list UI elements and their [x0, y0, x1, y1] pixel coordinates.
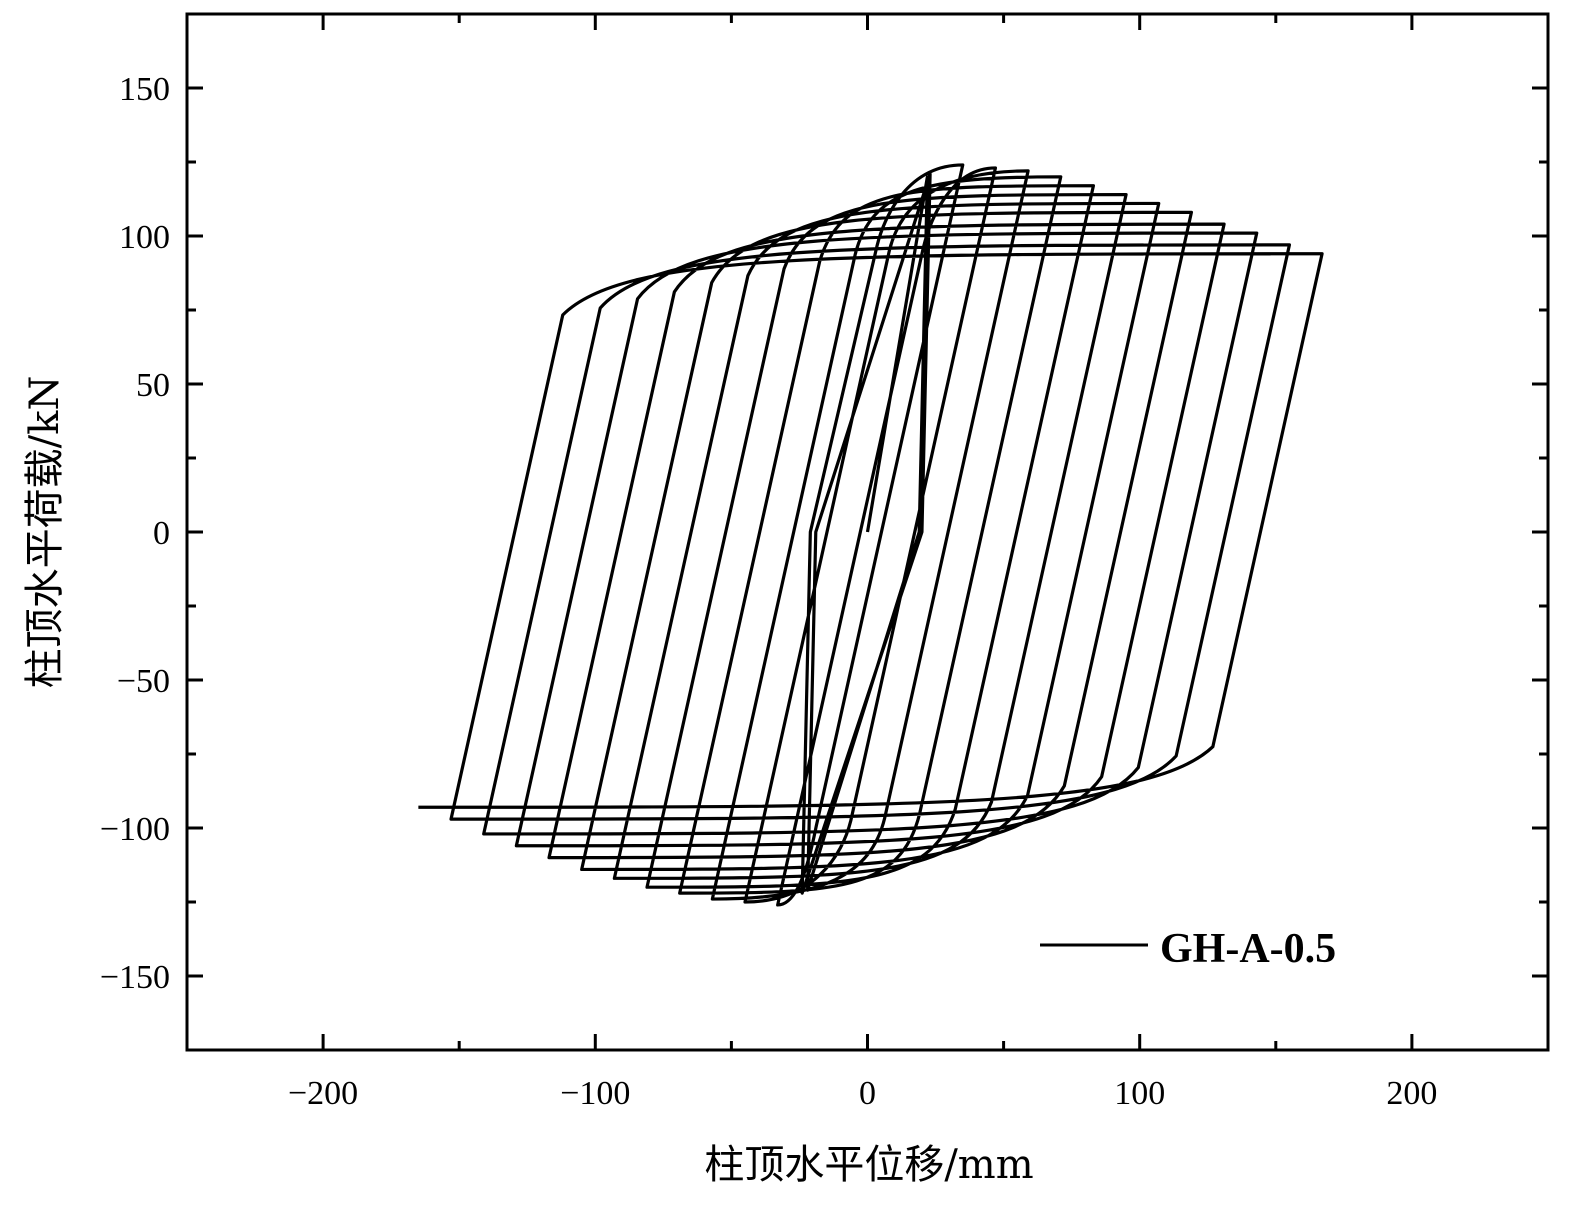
x-tick-labels: −200 −100 0 100 200 — [288, 1075, 1437, 1112]
x-tick-label: 0 — [859, 1075, 876, 1112]
y-tick-label: 100 — [119, 219, 170, 256]
x-tick-label: −200 — [288, 1075, 358, 1112]
y-tick-label: −100 — [100, 811, 170, 848]
y-tick-label: −150 — [100, 959, 170, 996]
y-tick-labels: −150 −100 −50 0 50 100 150 — [100, 71, 170, 996]
legend-label: GH-A-0.5 — [1160, 926, 1336, 972]
y-tick-label: 150 — [119, 71, 170, 108]
x-axis-title: 柱顶水平位移/mm — [704, 1142, 1033, 1188]
hysteresis-curves — [418, 163, 1324, 907]
x-tick-label: −100 — [560, 1075, 630, 1112]
hysteresis-series-line — [418, 163, 1324, 907]
axis-ticks — [187, 14, 1548, 1050]
y-tick-label: −50 — [117, 663, 170, 700]
y-axis-title: 柱顶水平荷载/kN — [22, 376, 68, 689]
legend: GH-A-0.5 — [1040, 926, 1336, 972]
y-tick-label: 50 — [136, 367, 170, 404]
y-tick-label: 0 — [153, 515, 170, 552]
x-tick-label: 200 — [1386, 1075, 1437, 1112]
x-tick-label: 100 — [1114, 1075, 1165, 1112]
